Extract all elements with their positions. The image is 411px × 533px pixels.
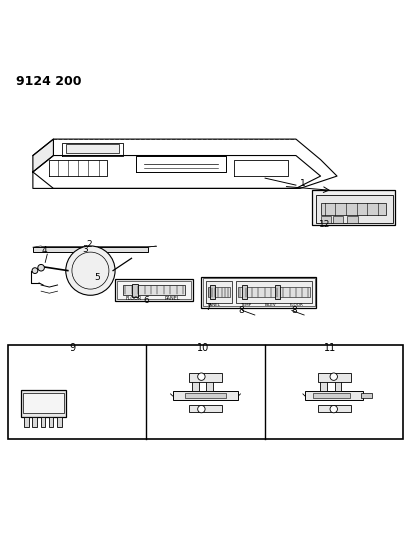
Bar — [361, 393, 372, 398]
Bar — [347, 216, 358, 223]
Bar — [23, 393, 64, 413]
Bar — [210, 285, 215, 300]
Bar — [192, 381, 199, 391]
Bar — [208, 287, 230, 297]
Circle shape — [198, 406, 205, 413]
Text: 12: 12 — [319, 221, 330, 229]
Bar — [305, 391, 363, 400]
Bar — [320, 381, 327, 391]
Text: BILEV: BILEV — [265, 303, 277, 306]
Bar — [49, 416, 53, 427]
Text: 2: 2 — [86, 240, 92, 249]
Text: 1: 1 — [300, 179, 306, 188]
Bar — [185, 393, 226, 399]
Bar — [242, 285, 247, 300]
Bar — [335, 381, 341, 391]
Bar — [312, 190, 395, 225]
Circle shape — [330, 406, 337, 413]
Bar — [173, 391, 238, 400]
Bar — [115, 279, 193, 302]
Bar — [41, 416, 45, 427]
Bar — [24, 416, 29, 427]
Text: FLOOR: FLOOR — [290, 303, 304, 306]
Bar — [313, 393, 350, 399]
Bar — [21, 390, 66, 416]
Bar — [318, 405, 351, 413]
Bar — [203, 278, 315, 306]
Text: 8: 8 — [238, 306, 244, 316]
Circle shape — [330, 373, 337, 381]
Bar — [333, 216, 343, 223]
Text: FLOOR: FLOOR — [125, 296, 142, 301]
Text: 3: 3 — [82, 245, 88, 254]
Text: 10: 10 — [197, 343, 210, 353]
Text: 9: 9 — [69, 343, 75, 353]
Bar — [318, 373, 351, 382]
Bar — [123, 285, 185, 295]
Circle shape — [38, 264, 44, 271]
Bar — [321, 203, 386, 215]
Polygon shape — [33, 139, 53, 172]
Bar — [201, 277, 316, 308]
Circle shape — [198, 373, 205, 381]
Bar — [206, 381, 213, 391]
Bar — [8, 345, 403, 439]
Text: 8: 8 — [292, 306, 298, 316]
Bar — [275, 285, 280, 300]
Circle shape — [32, 268, 38, 273]
Bar — [132, 284, 138, 296]
Circle shape — [66, 246, 115, 295]
Bar — [189, 373, 222, 382]
Text: 6: 6 — [144, 296, 150, 305]
Bar — [206, 281, 232, 303]
Bar — [189, 405, 222, 413]
Text: 4: 4 — [41, 246, 47, 255]
Text: 11: 11 — [323, 343, 336, 353]
Text: PANEL: PANEL — [208, 303, 221, 306]
Bar — [33, 247, 148, 252]
Bar — [321, 216, 331, 223]
Text: TEMP: TEMP — [240, 303, 252, 306]
Bar — [117, 281, 191, 300]
Text: 9124 200: 9124 200 — [16, 75, 82, 88]
Text: PANEL: PANEL — [164, 296, 180, 301]
Text: 5: 5 — [95, 273, 100, 281]
Bar — [316, 195, 393, 223]
Bar — [66, 144, 119, 154]
Bar — [238, 287, 310, 297]
Bar — [236, 281, 312, 303]
Bar — [57, 416, 62, 427]
Bar — [32, 416, 37, 427]
Text: 7: 7 — [206, 303, 211, 312]
